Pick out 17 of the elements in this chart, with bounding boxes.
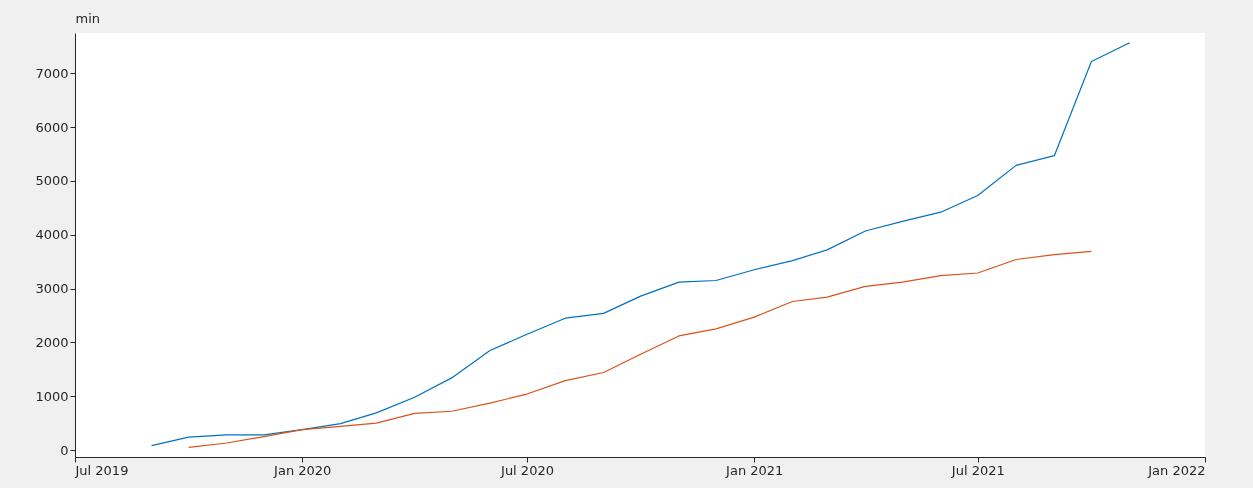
- x-tick-label: Jan 2020: [273, 462, 332, 478]
- y-tick-label: 6000: [35, 119, 69, 135]
- y-tick-label: 1000: [35, 388, 69, 404]
- x-tick-label: Jan 2021: [725, 462, 784, 478]
- x-tick-label: Jul 2020: [500, 462, 554, 478]
- y-tick-label: 5000: [35, 173, 69, 189]
- y-tick-label: 3000: [35, 281, 69, 297]
- line-series: [150, 42, 1131, 447]
- x-tick-label: Jul 2021: [950, 462, 1005, 478]
- line-series: [188, 250, 1092, 448]
- y-tick-label: 7000: [35, 65, 69, 81]
- x-tick-label: Jul 2019: [74, 462, 129, 478]
- x-tick-label: Jan 2022: [1147, 462, 1206, 478]
- y-tick-label: 0: [60, 442, 69, 458]
- y-tick-label: 2000: [35, 334, 69, 350]
- y-tick-label: 4000: [35, 227, 69, 243]
- y-axis-title: min: [75, 10, 101, 26]
